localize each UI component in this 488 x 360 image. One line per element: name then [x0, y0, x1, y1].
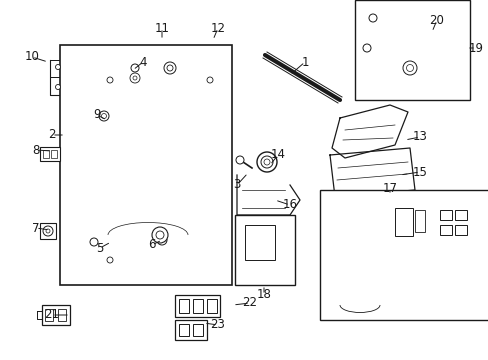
- Circle shape: [402, 61, 416, 75]
- Circle shape: [264, 159, 269, 165]
- Circle shape: [55, 85, 61, 90]
- Bar: [394, 208, 412, 236]
- Text: 11: 11: [154, 22, 169, 35]
- Bar: [175, 320, 206, 340]
- Bar: [42, 305, 70, 325]
- Text: 3: 3: [233, 179, 240, 192]
- Bar: [244, 225, 274, 260]
- Text: 22: 22: [242, 297, 257, 310]
- Circle shape: [152, 227, 168, 243]
- Circle shape: [206, 77, 213, 83]
- Bar: [51, 150, 57, 158]
- Bar: [43, 150, 49, 158]
- Text: 2: 2: [48, 129, 56, 141]
- Circle shape: [90, 238, 98, 246]
- Text: 10: 10: [24, 50, 40, 63]
- Text: 13: 13: [412, 130, 427, 144]
- Circle shape: [55, 64, 61, 69]
- Circle shape: [107, 257, 113, 263]
- Circle shape: [362, 44, 370, 52]
- Text: 23: 23: [210, 319, 225, 332]
- Bar: [58, 309, 66, 321]
- Circle shape: [46, 229, 50, 233]
- Circle shape: [133, 76, 137, 80]
- Bar: [179, 299, 189, 313]
- Circle shape: [406, 64, 413, 72]
- Bar: [414, 210, 424, 232]
- Text: 1: 1: [301, 55, 308, 68]
- Text: 15: 15: [412, 166, 427, 179]
- Bar: [193, 299, 203, 313]
- Bar: [354, 0, 469, 100]
- Circle shape: [99, 111, 109, 121]
- Circle shape: [236, 156, 244, 164]
- Text: 9: 9: [93, 108, 101, 122]
- Bar: [454, 210, 466, 220]
- Bar: [60, 45, 231, 285]
- Bar: [235, 215, 294, 285]
- Circle shape: [131, 64, 139, 72]
- Bar: [439, 225, 451, 235]
- Text: 18: 18: [256, 288, 271, 302]
- Bar: [40, 223, 56, 239]
- Text: 17: 17: [382, 181, 397, 194]
- Bar: [175, 295, 220, 317]
- Bar: [40, 147, 60, 161]
- Bar: [206, 299, 217, 313]
- Text: 5: 5: [96, 242, 103, 255]
- Circle shape: [156, 231, 163, 239]
- Circle shape: [43, 226, 53, 236]
- Circle shape: [130, 73, 140, 83]
- Circle shape: [102, 113, 106, 118]
- Bar: [179, 324, 189, 336]
- Bar: [439, 210, 451, 220]
- Text: 7: 7: [32, 221, 40, 234]
- Circle shape: [257, 152, 276, 172]
- Circle shape: [368, 14, 376, 22]
- Text: 20: 20: [428, 13, 444, 27]
- Bar: [45, 309, 53, 321]
- Text: 12: 12: [210, 22, 225, 35]
- Circle shape: [167, 65, 173, 71]
- Text: 6: 6: [148, 238, 156, 252]
- Text: 21: 21: [44, 309, 60, 321]
- Text: 16: 16: [282, 198, 297, 211]
- Bar: [454, 225, 466, 235]
- Text: 14: 14: [270, 148, 285, 162]
- Text: 8: 8: [32, 144, 40, 157]
- Circle shape: [107, 77, 113, 83]
- Text: 4: 4: [139, 55, 146, 68]
- Circle shape: [261, 156, 272, 168]
- Circle shape: [163, 62, 176, 74]
- Text: 19: 19: [468, 41, 483, 54]
- Bar: [319, 190, 488, 320]
- Circle shape: [157, 235, 167, 245]
- Bar: [193, 324, 203, 336]
